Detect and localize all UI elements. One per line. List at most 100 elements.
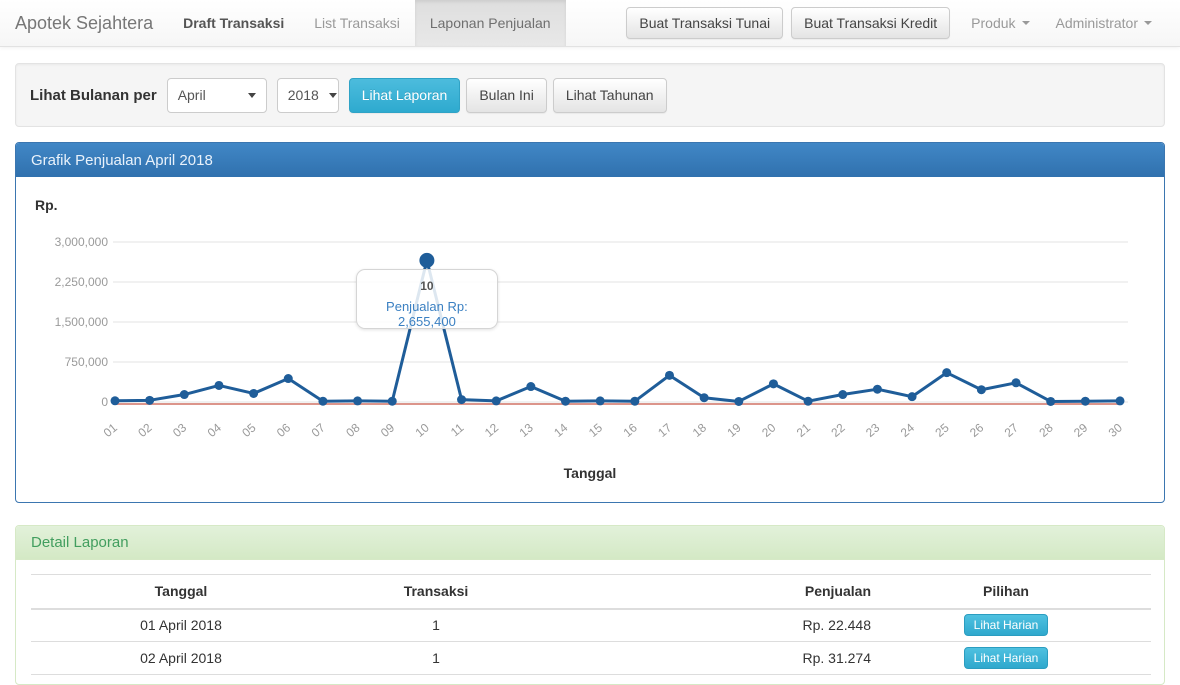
data-point-day-11[interactable]: [457, 395, 467, 405]
x-axis-tick-label: 01: [101, 420, 120, 440]
nav-item-laporan-penjualan[interactable]: Laponan Penjualan: [414, 0, 566, 46]
cell-transaksi: 1: [331, 641, 541, 675]
x-axis-tick-label: 22: [828, 420, 847, 440]
data-point-day-19[interactable]: [734, 396, 744, 406]
y-axis-tick-label: 2,250,000: [55, 275, 109, 289]
data-point-day-12[interactable]: [491, 396, 501, 406]
data-point-day-30[interactable]: [1115, 396, 1125, 406]
x-axis-tick-label: 25: [932, 420, 951, 440]
sales-line-chart: Rp. 0 750,000 1,500,000 2,250,000 3,000,000 0…: [16, 177, 1164, 503]
filter-label: Lihat Bulanan per: [30, 86, 157, 104]
cell-tanggal: 02 April 2018: [31, 641, 331, 675]
data-point-day-10[interactable]: [419, 252, 435, 268]
y-axis-tick-label: 3,000,000: [55, 235, 109, 249]
data-point-day-18[interactable]: [699, 393, 709, 403]
data-point-day-09[interactable]: [387, 396, 397, 406]
chart-tooltip: 10 Penjualan Rp: 2,655,400: [355, 269, 498, 329]
daily-report-table: Tanggal Transaksi Penjualan Pilihan 01 A…: [31, 574, 1151, 675]
x-axis-tick-label: 29: [1071, 420, 1090, 440]
data-point-day-26[interactable]: [976, 385, 986, 395]
data-point-day-14[interactable]: [561, 396, 571, 406]
data-point-day-22[interactable]: [838, 390, 848, 400]
month-select[interactable]: April: [166, 77, 267, 113]
column-header-pilihan: Pilihan: [931, 574, 1151, 610]
data-point-day-29[interactable]: [1080, 396, 1090, 406]
nav-item-list-transaksi[interactable]: List Transaksi: [314, 15, 400, 31]
data-point-day-23[interactable]: [872, 384, 882, 394]
column-header-penjualan: Penjualan: [541, 574, 931, 610]
x-axis-tick-label: 30: [1106, 420, 1125, 440]
lihat-harian-button[interactable]: Lihat Harian: [963, 647, 1049, 669]
table-header-row: Tanggal Transaksi Penjualan Pilihan: [31, 574, 1151, 610]
data-point-day-13[interactable]: [526, 382, 536, 392]
data-point-day-03[interactable]: [179, 390, 189, 400]
x-axis-tick-label: 21: [794, 420, 813, 440]
chart-canvas: 0 750,000 1,500,000 2,250,000 3,000,000 01 02 0…: [55, 235, 1128, 440]
x-axis-tick-label: 18: [690, 420, 709, 440]
buat-transaksi-kredit-button[interactable]: Buat Transaksi Kredit: [791, 7, 951, 39]
produk-dropdown[interactable]: Produk: [958, 15, 1042, 31]
x-axis-tick-label: 10: [413, 420, 432, 440]
table-row: 01 April 2018 1 Rp. 22.448 Lihat Harian: [31, 608, 1151, 642]
x-axis-tick-label: 09: [378, 420, 397, 440]
x-axis-tick-label: 03: [170, 420, 189, 440]
tooltip-day-label: 10: [420, 279, 434, 293]
data-point-day-06[interactable]: [283, 374, 293, 384]
administrator-dropdown-label: Administrator: [1055, 15, 1138, 31]
nav-item-draft-transaksi[interactable]: Draft Transaksi: [183, 15, 285, 31]
caret-down-icon: [1144, 21, 1152, 25]
x-axis-tick-label: 15: [586, 420, 605, 440]
x-axis-tick-label: 06: [274, 420, 293, 440]
column-header-tanggal: Tanggal: [31, 574, 331, 610]
detail-report-panel: Detail Laporan Tanggal Transaksi Penjual…: [15, 525, 1165, 685]
x-axis-tick-label: 19: [724, 420, 743, 440]
data-point-day-07[interactable]: [318, 396, 328, 406]
cell-tanggal: 01 April 2018: [31, 608, 331, 642]
x-axis-tick-label: 13: [517, 420, 536, 440]
data-point-day-05[interactable]: [249, 388, 259, 398]
cell-penjualan: Rp. 22.448: [541, 608, 931, 642]
x-axis-tick-label: 02: [135, 420, 154, 440]
lihat-harian-button[interactable]: Lihat Harian: [963, 614, 1049, 637]
data-point-day-02[interactable]: [145, 395, 155, 405]
column-header-transaksi: Transaksi: [331, 574, 541, 610]
x-axis-tick-label: 28: [1036, 420, 1055, 440]
data-point-day-24[interactable]: [907, 392, 917, 402]
data-point-day-15[interactable]: [595, 396, 605, 406]
buat-transaksi-tunai-button[interactable]: Buat Transaksi Tunai: [626, 7, 784, 39]
lihat-tahunan-button[interactable]: Lihat Tahunan: [552, 77, 667, 113]
data-point-day-04[interactable]: [214, 380, 224, 390]
data-point-day-08[interactable]: [353, 396, 363, 406]
x-axis-tick-label: 24: [898, 420, 917, 440]
x-axis-tick-label: 04: [205, 420, 224, 440]
caret-down-icon: [1021, 21, 1030, 25]
data-point-day-20[interactable]: [768, 379, 778, 389]
table-row: 02 April 2018 1 Rp. 31.274 Lihat Harian: [31, 641, 1151, 675]
x-axis-tick-label: 07: [309, 420, 328, 440]
lihat-laporan-button[interactable]: Lihat Laporan: [348, 77, 461, 113]
data-point-day-27[interactable]: [1011, 378, 1021, 388]
x-axis-tick-label: 27: [1002, 420, 1021, 440]
navbar-right-group: Buat Transaksi Tunai Buat Transaksi Kred…: [626, 0, 1180, 46]
x-axis-tick-label: 11: [448, 420, 467, 439]
x-axis-tick-label: 14: [551, 420, 570, 440]
administrator-dropdown[interactable]: Administrator: [1043, 15, 1165, 31]
x-axis-tick-label: 08: [343, 420, 362, 440]
produk-dropdown-label: Produk: [971, 15, 1016, 31]
data-point-day-25[interactable]: [942, 368, 952, 378]
data-point-day-28[interactable]: [1046, 396, 1056, 406]
bulan-ini-button[interactable]: Bulan Ini: [466, 77, 547, 113]
year-select-value: 2018: [287, 87, 319, 103]
monthly-filter-bar: Lihat Bulanan per April 2018 Lihat Lapor…: [15, 63, 1165, 127]
app-brand[interactable]: Apotek Sejahtera: [15, 12, 154, 33]
caret-down-icon: [247, 92, 256, 98]
data-point-day-16[interactable]: [630, 396, 640, 406]
data-point-day-01[interactable]: [110, 396, 120, 406]
top-navbar: Apotek Sejahtera Draft Transaksi List Tr…: [0, 0, 1180, 47]
x-axis-tick-label: 23: [863, 420, 882, 440]
data-point-day-17[interactable]: [664, 370, 674, 380]
year-select[interactable]: 2018: [276, 77, 339, 113]
data-point-day-21[interactable]: [803, 396, 813, 406]
month-select-value: April: [177, 87, 206, 103]
x-axis-tick-label: 05: [239, 420, 258, 440]
